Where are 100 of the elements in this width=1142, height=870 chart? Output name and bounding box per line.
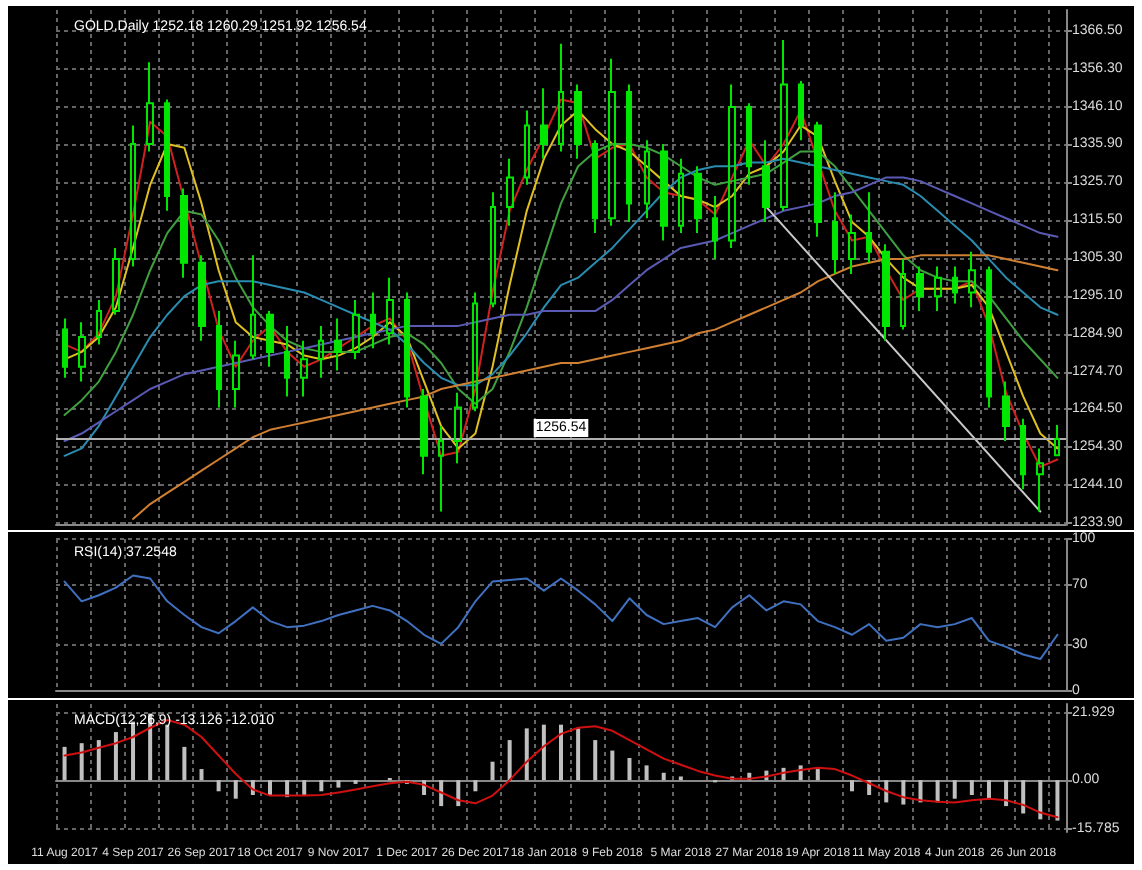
bar — [576, 728, 581, 781]
bar — [644, 765, 649, 781]
bar — [182, 746, 187, 781]
candlestick — [130, 124, 136, 268]
bar — [1055, 780, 1060, 821]
bar — [302, 780, 307, 795]
line-series — [63, 574, 1059, 661]
candlestick — [1020, 417, 1026, 491]
candlestick — [762, 139, 770, 223]
candlestick — [524, 109, 530, 186]
candlestick — [574, 83, 582, 160]
bar — [507, 740, 512, 781]
bar — [490, 761, 495, 781]
bar — [661, 772, 666, 781]
bar — [524, 728, 529, 781]
bar — [62, 746, 67, 781]
bar — [473, 780, 478, 792]
candlestick — [1002, 380, 1010, 442]
candlestick — [318, 324, 324, 379]
candlestick — [266, 310, 274, 368]
candlestick — [1036, 447, 1044, 513]
candlestick — [216, 310, 222, 409]
bar — [901, 780, 906, 805]
bar — [986, 780, 991, 799]
candlestick — [916, 265, 924, 313]
candlestick — [62, 317, 68, 379]
candlestick — [490, 191, 496, 309]
candlestick — [96, 298, 102, 346]
candlestick — [814, 120, 822, 238]
bar — [559, 724, 563, 781]
candlestick — [352, 298, 360, 361]
line-series — [63, 143, 1059, 416]
bar — [952, 780, 957, 799]
candlestick — [198, 254, 206, 342]
candlestick — [644, 139, 650, 220]
candlestick — [694, 165, 702, 235]
candlestick — [78, 321, 86, 383]
candlestick — [592, 139, 598, 235]
candlestick — [848, 213, 856, 275]
candlestick — [386, 276, 394, 346]
candlestick — [934, 265, 942, 313]
candlestick — [506, 157, 514, 227]
candlestick — [164, 98, 170, 212]
bar — [1038, 780, 1043, 820]
candlestick — [438, 425, 444, 513]
bar — [165, 724, 170, 781]
candlestick — [454, 391, 462, 465]
bar — [593, 740, 598, 781]
candlestick — [678, 157, 684, 235]
candlestick — [370, 291, 376, 350]
bar — [113, 732, 118, 781]
bar — [336, 780, 341, 788]
bar — [96, 740, 101, 781]
bar — [541, 724, 546, 781]
candlestick — [608, 57, 616, 227]
candlestick — [1054, 424, 1060, 458]
candlestick — [798, 79, 804, 142]
bar — [439, 780, 444, 807]
candlestick — [112, 246, 120, 316]
candlestick — [968, 250, 976, 309]
candlestick — [146, 61, 154, 153]
candlestick — [420, 388, 428, 476]
bar — [319, 780, 324, 792]
candlestick — [832, 191, 838, 275]
bar — [1021, 780, 1026, 814]
bar — [267, 780, 272, 795]
bar — [884, 780, 889, 803]
bar — [935, 780, 940, 803]
bar — [199, 769, 204, 781]
candlestick — [558, 42, 564, 153]
bar — [627, 757, 632, 781]
candlestick — [728, 83, 736, 249]
bar — [969, 780, 974, 795]
candlestick — [626, 83, 632, 223]
candlestick — [660, 143, 668, 242]
candlestick — [284, 324, 290, 398]
bar — [850, 780, 855, 792]
bar — [456, 780, 461, 807]
candlestick — [952, 265, 958, 305]
candlestick — [900, 258, 906, 331]
bar — [815, 769, 820, 781]
candlestick — [540, 87, 548, 160]
candlestick — [180, 187, 188, 279]
candlestick — [300, 339, 308, 398]
bar — [233, 780, 238, 799]
candlestick — [986, 265, 992, 409]
candlestick — [472, 291, 478, 413]
candlestick — [334, 317, 342, 372]
candlestick — [780, 39, 788, 212]
bar — [79, 743, 84, 781]
bar — [216, 780, 221, 792]
candlestick — [882, 243, 890, 342]
bar — [1004, 780, 1009, 807]
candlestick — [250, 254, 256, 361]
line-series — [132, 254, 1059, 520]
bar — [610, 750, 615, 781]
candlestick — [746, 102, 752, 186]
candlestick — [232, 339, 240, 409]
candlestick — [866, 191, 872, 264]
candlestick — [404, 291, 410, 409]
